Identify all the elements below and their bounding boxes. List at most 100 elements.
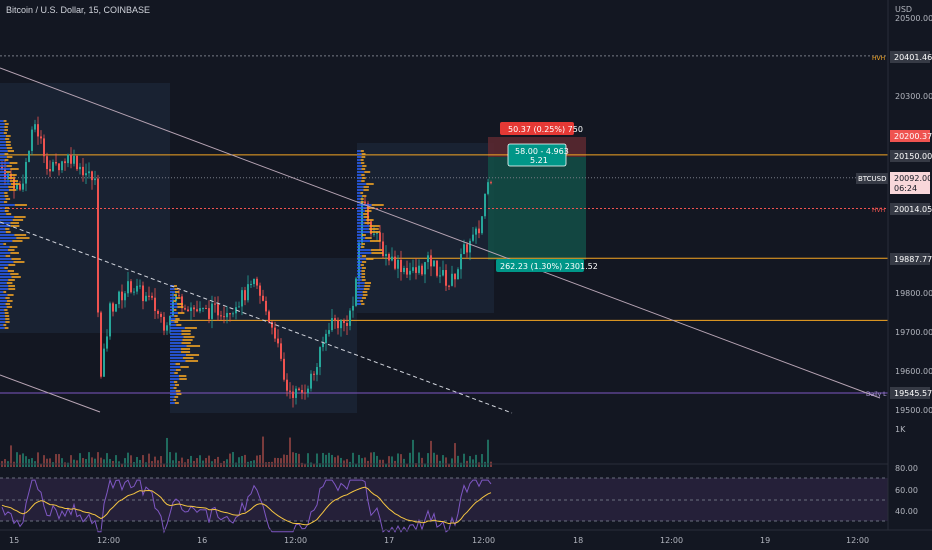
profile-bar-sell <box>8 264 16 266</box>
profile-bar-sell <box>174 384 180 386</box>
candle-body <box>415 267 417 273</box>
profile-bar-sell <box>6 213 12 215</box>
candle-body <box>49 168 51 172</box>
candle-body <box>163 316 165 331</box>
volume-bar <box>91 457 93 467</box>
candle-body <box>31 129 33 151</box>
candle-body <box>250 284 252 286</box>
price-tick-19600: 19600.00 <box>895 367 932 376</box>
profile-bar-sell <box>364 210 372 212</box>
volume-bar <box>181 457 183 467</box>
profile-bar-sell <box>178 375 187 377</box>
candle-body <box>469 240 471 253</box>
profile-bar-sell <box>180 366 189 368</box>
candle-body <box>166 325 168 331</box>
profile-bar-buy <box>170 396 175 398</box>
profile-bar-sell <box>3 120 7 122</box>
price-tick-20500: 20500.00 <box>895 14 932 23</box>
profile-bar-sell <box>361 273 366 275</box>
volume-bar <box>130 455 132 467</box>
trendline-upper[interactable] <box>0 67 881 399</box>
volume-bar <box>217 456 219 467</box>
candle-body <box>388 253 390 261</box>
candle-body <box>148 295 150 297</box>
profile-bar-sell <box>3 243 7 245</box>
candle-body <box>247 284 249 301</box>
profile-bar-sell <box>363 213 369 215</box>
candle-body <box>334 318 336 321</box>
candle-body <box>301 389 303 393</box>
candle-body <box>274 327 276 339</box>
volume-bar <box>358 454 360 467</box>
volume-bar <box>457 455 459 467</box>
volume-bar <box>43 455 45 467</box>
profile-bar-buy <box>357 150 361 152</box>
volume-bar <box>289 437 291 467</box>
target-label: 262.23 (1.30%) 2301.52 <box>500 262 598 271</box>
volume-bar <box>436 454 438 467</box>
candle-body <box>202 308 204 310</box>
profile-bar-sell <box>5 255 11 257</box>
candle-body <box>10 173 12 179</box>
profile-bar-buy <box>0 318 6 320</box>
profile-bar-sell <box>3 291 7 293</box>
profile-bar-sell <box>6 156 13 158</box>
candle-body <box>481 216 483 234</box>
volume-bar <box>175 452 177 467</box>
profile-bar-sell <box>181 333 191 335</box>
volume-bar <box>301 462 303 467</box>
volume-bar <box>415 463 417 467</box>
profile-bar-buy <box>170 333 182 335</box>
profile-bar-sell <box>361 267 366 269</box>
profile-bar-sell <box>4 210 9 212</box>
profile-bar-buy <box>357 288 364 290</box>
last-price: 20092.00 <box>894 174 932 183</box>
profile-bar-buy <box>0 213 7 215</box>
rsi-tick-60: 60.00 <box>895 486 918 495</box>
trendline-dashed[interactable] <box>0 221 513 414</box>
volume-bar <box>298 453 300 467</box>
bar-countdown: 06:24 <box>894 184 917 193</box>
time-tick-1200-b: 12:00 <box>284 536 307 545</box>
profile-bar-sell <box>176 393 182 395</box>
volume-bar <box>241 456 243 467</box>
profile-bar-sell <box>175 363 181 365</box>
candle-body <box>280 343 282 359</box>
candle-body <box>19 184 21 190</box>
volume-bar <box>373 452 375 467</box>
volume-bar <box>154 456 156 467</box>
volume-bar <box>64 462 66 467</box>
candle-body <box>382 241 384 257</box>
profile-bar-buy <box>0 195 5 197</box>
hvl-tag: HVH <box>872 207 885 214</box>
profile-bar-buy <box>0 129 5 131</box>
trendline-lower[interactable] <box>0 374 101 413</box>
volume-bar <box>331 454 333 467</box>
volume-bar <box>427 453 429 467</box>
profile-bar-sell <box>175 390 181 392</box>
volume-bar <box>133 462 135 467</box>
profile-bar-buy <box>357 285 365 287</box>
profile-bar-buy <box>357 156 362 158</box>
candle-body <box>73 155 75 164</box>
profile-bar-sell <box>14 216 26 218</box>
volume-bar <box>397 453 399 467</box>
volume-bar <box>319 463 321 467</box>
candle-body <box>454 273 456 280</box>
profile-bar-sell <box>5 303 11 305</box>
currency-label: USD <box>895 5 912 14</box>
profile-bar-buy <box>170 327 185 329</box>
position-mid-box[interactable] <box>507 143 567 167</box>
volume-bar <box>430 440 432 467</box>
profile-bar-buy <box>170 306 178 308</box>
profile-bar-sell <box>7 150 14 152</box>
profile-bar-sell <box>4 129 9 131</box>
candle-body <box>340 320 342 329</box>
profile-bar-sell <box>360 201 364 203</box>
candle-body <box>373 233 375 235</box>
profile-bar-sell <box>361 303 365 305</box>
candle-body <box>442 270 444 276</box>
candle-body <box>337 320 339 329</box>
volume-bar <box>442 455 444 467</box>
